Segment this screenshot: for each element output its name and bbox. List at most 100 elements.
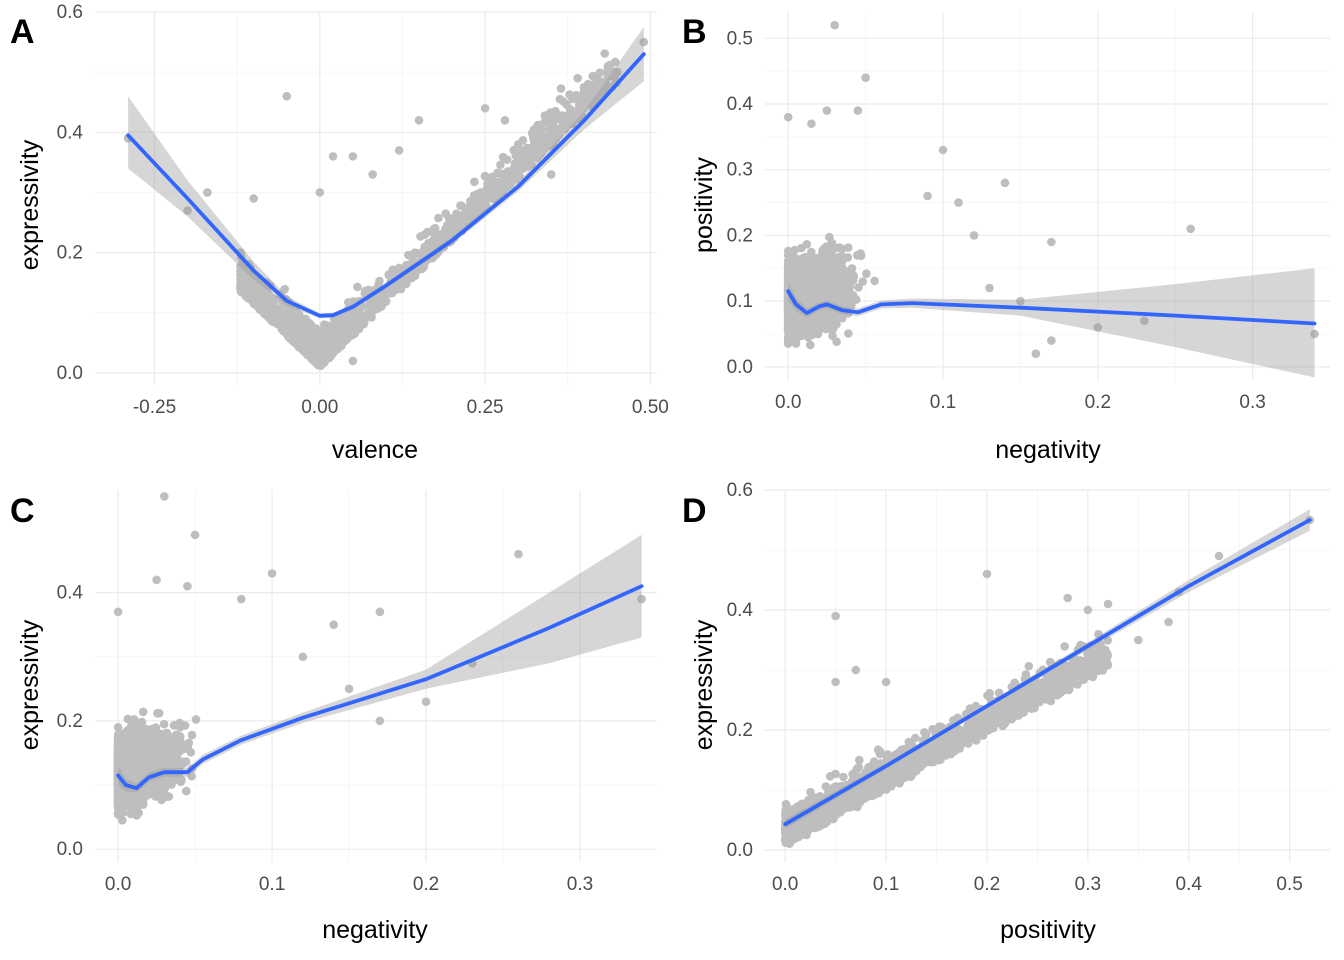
data-point [307,340,316,350]
data-point [430,225,440,235]
data-point [255,303,265,313]
data-point [161,750,170,759]
data-point [472,203,482,212]
x-tick-label: 0.0 [775,392,801,413]
data-point [275,308,285,318]
data-point [119,807,128,817]
data-point [126,735,135,744]
x-tick-label: -0.25 [133,397,176,418]
y-tick-label: 0.3 [727,160,753,181]
data-point [236,280,245,289]
data-point [126,796,136,806]
data-point [473,189,482,199]
panel-a-x-axis-title: valence [332,436,418,464]
data-point [311,332,321,342]
data-point [344,684,354,694]
data-point [481,197,490,206]
data-point [807,119,816,129]
data-point [344,298,353,307]
x-tick-label: 0.3 [567,874,593,895]
data-point [117,738,126,748]
x-tick-label: 0.3 [1239,392,1265,413]
data-point [817,315,826,325]
y-tick-label: 0.0 [57,839,83,860]
data-point [511,151,520,160]
panel-b-x-axis-title: negativity [995,436,1101,464]
data-point [785,325,794,334]
data-point [797,268,806,277]
data-point [600,49,609,58]
data-point [827,262,837,272]
data-point [141,724,150,734]
data-point [126,749,136,758]
data-point [861,73,870,83]
data-point [491,190,501,199]
data-point [825,241,835,250]
data-point [348,356,358,366]
data-point [555,94,565,104]
data-point [295,323,305,333]
data-point [1186,224,1195,234]
data-point [803,329,813,339]
data-point [783,112,793,122]
y-tick-label: 0.4 [57,583,84,604]
data-point [444,213,454,223]
data-point [375,607,385,617]
data-point [353,310,363,320]
data-point [348,152,358,161]
data-point [923,191,932,201]
data-point [176,777,186,787]
data-point [267,569,277,578]
data-point [152,575,161,585]
data-point [517,156,527,166]
data-point [783,260,793,270]
data-point [320,320,329,329]
data-point [375,716,385,726]
data-point [294,310,304,319]
data-point [423,227,432,237]
data-point [187,730,197,740]
data-point [253,289,263,299]
data-point [377,294,387,304]
data-point [826,255,835,264]
data-point [954,198,963,207]
y-tick-label: 0.4 [57,122,84,143]
x-tick-label: 0.50 [632,397,669,418]
data-point [500,115,510,125]
data-point [394,146,404,155]
data-point [985,283,994,293]
data-point [134,808,143,818]
data-point [792,332,802,341]
data-point [568,94,577,104]
data-point [331,343,341,353]
data-point [1031,349,1041,359]
data-point [827,324,836,334]
data-point [806,340,815,350]
panel-b-confidence-band [788,268,1315,378]
data-point [540,111,550,120]
data-point [135,792,145,802]
data-point [329,620,338,629]
panel-a-point-cloud [236,49,621,371]
data-point [565,104,575,114]
data-point [145,789,155,799]
data-point [298,652,308,662]
data-point [814,271,824,280]
data-point [311,354,320,364]
data-point [851,295,861,304]
panel-a-letter: A [10,13,35,51]
y-tick-label: 0.0 [727,357,753,378]
y-tick-label: 0.4 [727,94,754,115]
data-point [470,177,479,187]
data-point [367,313,376,322]
data-point [513,140,523,149]
data-point [145,746,154,756]
y-tick-label: 0.2 [57,243,83,264]
data-point [183,581,192,591]
panel-c-confidence-band [118,534,642,793]
data-point [603,63,613,73]
data-point [324,338,334,348]
data-point [133,800,143,810]
panel-c-x-tick-labels: 0.0 0.1 0.2 0.3 [105,874,593,895]
